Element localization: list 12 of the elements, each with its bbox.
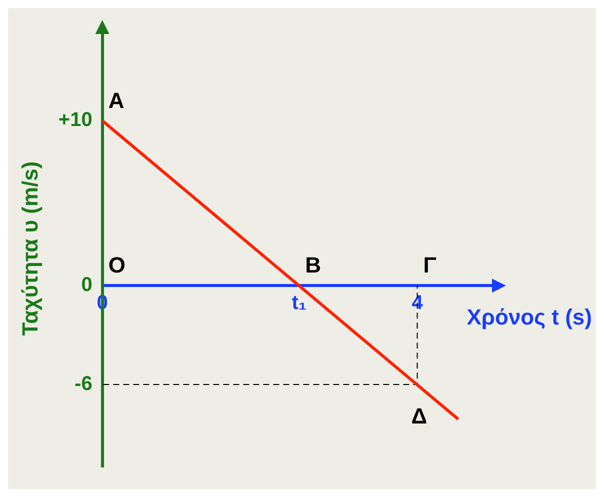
y-axis-title: Ταχύτητα υ (m/s) [17,161,42,336]
x-axis-title: Χρόνος t (s) [466,304,592,330]
annotation: Δ [411,404,428,429]
y-tick-label: -6 [74,373,92,396]
annotation: B [305,252,322,278]
annotation: Γ [423,252,436,278]
annotation: O [108,252,126,278]
x-tick-label: 4 [412,292,424,314]
annotation: A [108,88,124,113]
y-tick-label: 0 [81,274,92,296]
x-tick-label: t₁ [292,292,307,314]
y-tick-label: +10 [58,109,92,132]
